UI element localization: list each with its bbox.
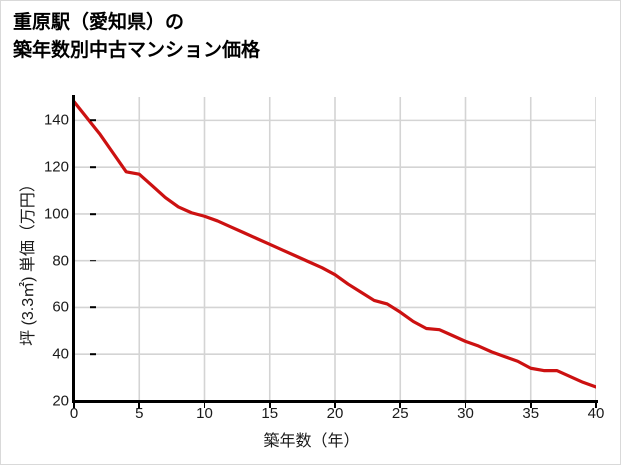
y-tick-label: 120 — [43, 158, 69, 176]
y-axis-ticks: 20 40 60 80 100 120 140 — [25, 1, 96, 464]
y-tick-label: 20 — [52, 392, 69, 410]
y-tick-mark — [90, 119, 96, 122]
x-tick-mark — [268, 402, 271, 408]
x-tick-mark — [138, 402, 141, 408]
y-tick-mark — [90, 213, 96, 215]
chart-title: 重原駅（愛知県）の 築年数別中古マンション価格 — [13, 12, 261, 61]
y-axis-label: 坪 (3.3㎡) 単価（万円） — [20, 176, 37, 346]
line-chart-svg — [74, 97, 596, 401]
x-tick-label: 0 — [69, 405, 79, 422]
x-tick-mark — [595, 402, 597, 408]
x-tick-label: 40 — [587, 405, 605, 422]
x-tick-mark — [464, 402, 467, 408]
x-tick-label: 20 — [326, 405, 344, 422]
x-tick-label: 35 — [522, 405, 540, 422]
y-tick-mark — [90, 400, 96, 402]
x-tick-label: 15 — [261, 405, 279, 422]
x-tick-label: 30 — [457, 405, 474, 422]
x-tick-label: 10 — [196, 405, 213, 422]
gridlines — [74, 97, 596, 401]
x-tick-mark — [73, 402, 75, 408]
y-tick-mark — [90, 353, 96, 356]
x-tick-mark — [399, 402, 402, 408]
x-tick-label: 25 — [391, 405, 409, 422]
y-tick-mark — [90, 259, 96, 262]
price-line-series — [74, 100, 596, 389]
y-tick-label: 60 — [52, 298, 69, 316]
x-tick-mark — [203, 402, 206, 408]
plot-area — [74, 97, 596, 401]
x-axis-label: 築年数（年） — [263, 433, 360, 450]
x-tick-mark — [529, 402, 532, 408]
y-tick-label: 140 — [43, 111, 69, 129]
y-tick-label: 40 — [52, 345, 69, 363]
y-tick-mark — [90, 166, 96, 168]
y-tick-label: 100 — [43, 205, 69, 223]
y-tick-label: 80 — [52, 252, 69, 270]
y-axis-line — [72, 95, 75, 403]
x-axis-line — [72, 400, 598, 403]
x-tick-mark — [334, 402, 336, 408]
y-tick-mark — [90, 306, 96, 309]
x-tick-label: 5 — [135, 405, 144, 422]
